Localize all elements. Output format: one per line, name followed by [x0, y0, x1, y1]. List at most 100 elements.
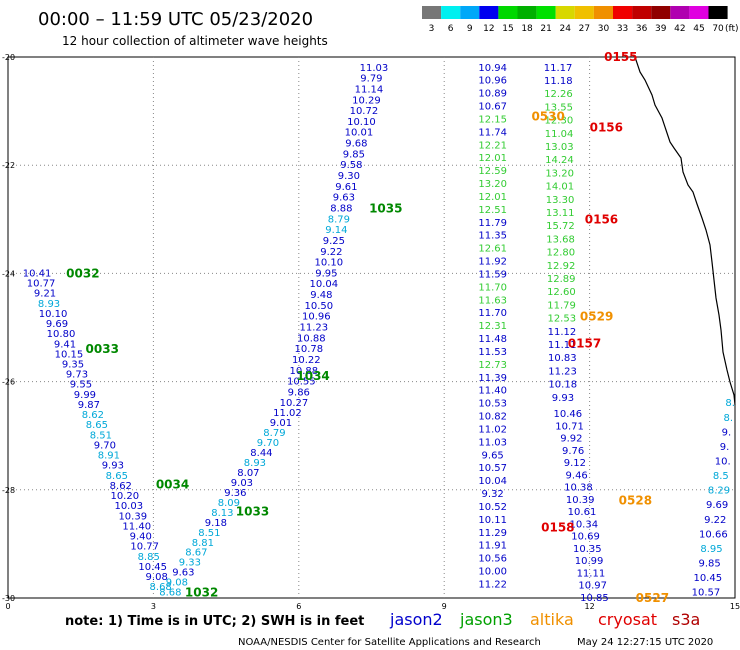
axis-ticks: 0 3 6 9 12 15 -20 -22 -24 -26 -28 -30 [2, 53, 740, 611]
pass-time-label: 1032 [185, 586, 218, 600]
swh-value: 11.39 [478, 373, 507, 384]
colorbar-swatch [632, 6, 652, 19]
swh-value: 10.11 [478, 515, 507, 526]
swh-value: 8.91 [98, 451, 120, 462]
swh-value: 9.14 [325, 225, 347, 236]
colorbar-tick: 45 [693, 24, 704, 34]
swh-value: 10.77 [130, 542, 159, 553]
y-tick-label: -24 [2, 269, 15, 278]
swh-value: 12.89 [547, 274, 576, 285]
swh-value: 14.24 [545, 155, 574, 166]
swh-value: 14.01 [546, 182, 575, 193]
pass-time-label: 1033 [236, 504, 269, 518]
swh-value: 11.11 [548, 340, 577, 351]
swh-value: 9.35 [62, 359, 84, 370]
swh-value: 10.01 [345, 128, 374, 139]
swh-value: 8.95 [700, 544, 722, 555]
swh-value: 12.30 [545, 116, 574, 127]
pass-time-label: 0529 [580, 310, 613, 324]
y-tick-label: -22 [2, 161, 15, 170]
colorbar-swatch [422, 6, 442, 19]
swh-value: 9.21 [34, 289, 56, 300]
colorbar-swatch [651, 6, 671, 19]
swh-value: 9. [720, 442, 730, 453]
y-tick-label: -28 [2, 486, 15, 495]
swh-value: 8.09 [218, 498, 240, 509]
swh-value: 9.76 [562, 446, 584, 457]
swh-value: 11.12 [548, 327, 577, 338]
swh-value: 9.41 [54, 339, 76, 350]
swh-value: 11.74 [478, 127, 507, 138]
legend-jason3: jason3 [459, 610, 513, 629]
colorbar-swatch [670, 6, 690, 19]
pass-time-label: 0034 [156, 477, 189, 491]
swh-value: 8.81 [192, 538, 214, 549]
swh-value: 13.55 [544, 102, 573, 113]
swh-value: 11.48 [478, 334, 507, 345]
pass-time-label: 0155 [604, 50, 637, 64]
swh-value: 11.03 [360, 63, 389, 74]
swh-value: 9.63 [172, 568, 194, 579]
colorbar-swatch [708, 6, 728, 19]
swh-value: 8. [724, 413, 734, 424]
swh-value: 10.50 [305, 301, 334, 312]
swh-value: 9.58 [340, 160, 362, 171]
swh-value: 11.70 [478, 282, 507, 293]
swh-value: 11.14 [355, 84, 384, 95]
swh-value: 11.17 [544, 63, 573, 74]
swh-value: 8.13 [211, 508, 233, 519]
swh-value: 12.01 [478, 153, 507, 164]
swh-value: 11.40 [478, 386, 507, 397]
coastline [634, 56, 736, 406]
swh-value: 10.94 [478, 63, 507, 74]
swh-value: 10.77 [27, 279, 56, 290]
swh-value: 8.68 [159, 588, 181, 599]
swh-value: 9.03 [231, 478, 253, 489]
swh-value: 11.92 [478, 257, 507, 268]
swh-value: 9.92 [560, 434, 582, 445]
swh-value: 10.69 [571, 532, 600, 543]
swh-value: 9.25 [323, 236, 345, 247]
y-tick-label: -20 [2, 53, 15, 62]
pass-time-label: 0033 [86, 342, 119, 356]
swh-value: 12.61 [478, 244, 507, 255]
swh-value: 10.53 [478, 399, 507, 410]
swh-value: 12.26 [544, 89, 573, 100]
swh-value: 11.63 [478, 295, 507, 306]
swh-value: 11.70 [478, 308, 507, 319]
pass-time-label: 0158 [541, 521, 574, 535]
page-subtitle: 12 hour collection of altimeter wave hei… [62, 34, 328, 48]
swh-value: 10.10 [315, 258, 344, 269]
legend-jason2: jason2 [389, 610, 443, 629]
colorbar-tick: 12 [483, 24, 494, 34]
swh-value: 10.66 [699, 529, 728, 540]
swh-value: 13.30 [546, 195, 575, 206]
legend-cryosat: cryosat [598, 610, 657, 629]
colorbar-tick: 6 [448, 24, 454, 34]
swh-value: 8.79 [263, 428, 285, 439]
colorbar-tick: 42 [674, 24, 685, 34]
colorbar-swatch [593, 6, 613, 19]
swh-value: 9.65 [482, 450, 504, 461]
colorbar-swatch [517, 6, 537, 19]
swh-value: 9.70 [94, 440, 116, 451]
swh-value: 11.40 [122, 521, 151, 532]
swh-value: 10.57 [692, 588, 721, 599]
swh-value: 13.20 [545, 168, 574, 179]
swh-value: 8.79 [328, 214, 350, 225]
swh-value: 10.96 [302, 312, 331, 323]
colorbar-tick: 9 [467, 24, 473, 34]
swh-value: 8.51 [198, 528, 220, 539]
swh-value: 9.68 [345, 139, 367, 150]
page-title: 00:00 – 11:59 UTC 05/23/2020 [38, 9, 313, 30]
swh-value: 8.65 [106, 471, 128, 482]
swh-value: 13.68 [546, 234, 575, 245]
swh-value: 9.70 [257, 438, 279, 449]
swh-value: 9.36 [224, 488, 246, 499]
colorbar-tick: 27 [579, 24, 590, 34]
swh-value: 10.57 [478, 463, 507, 474]
swh-value: 10.72 [350, 106, 379, 117]
swh-value: 10.52 [478, 502, 507, 513]
swh-value: 9.85 [699, 558, 721, 569]
swh-value: 12.92 [547, 261, 576, 272]
